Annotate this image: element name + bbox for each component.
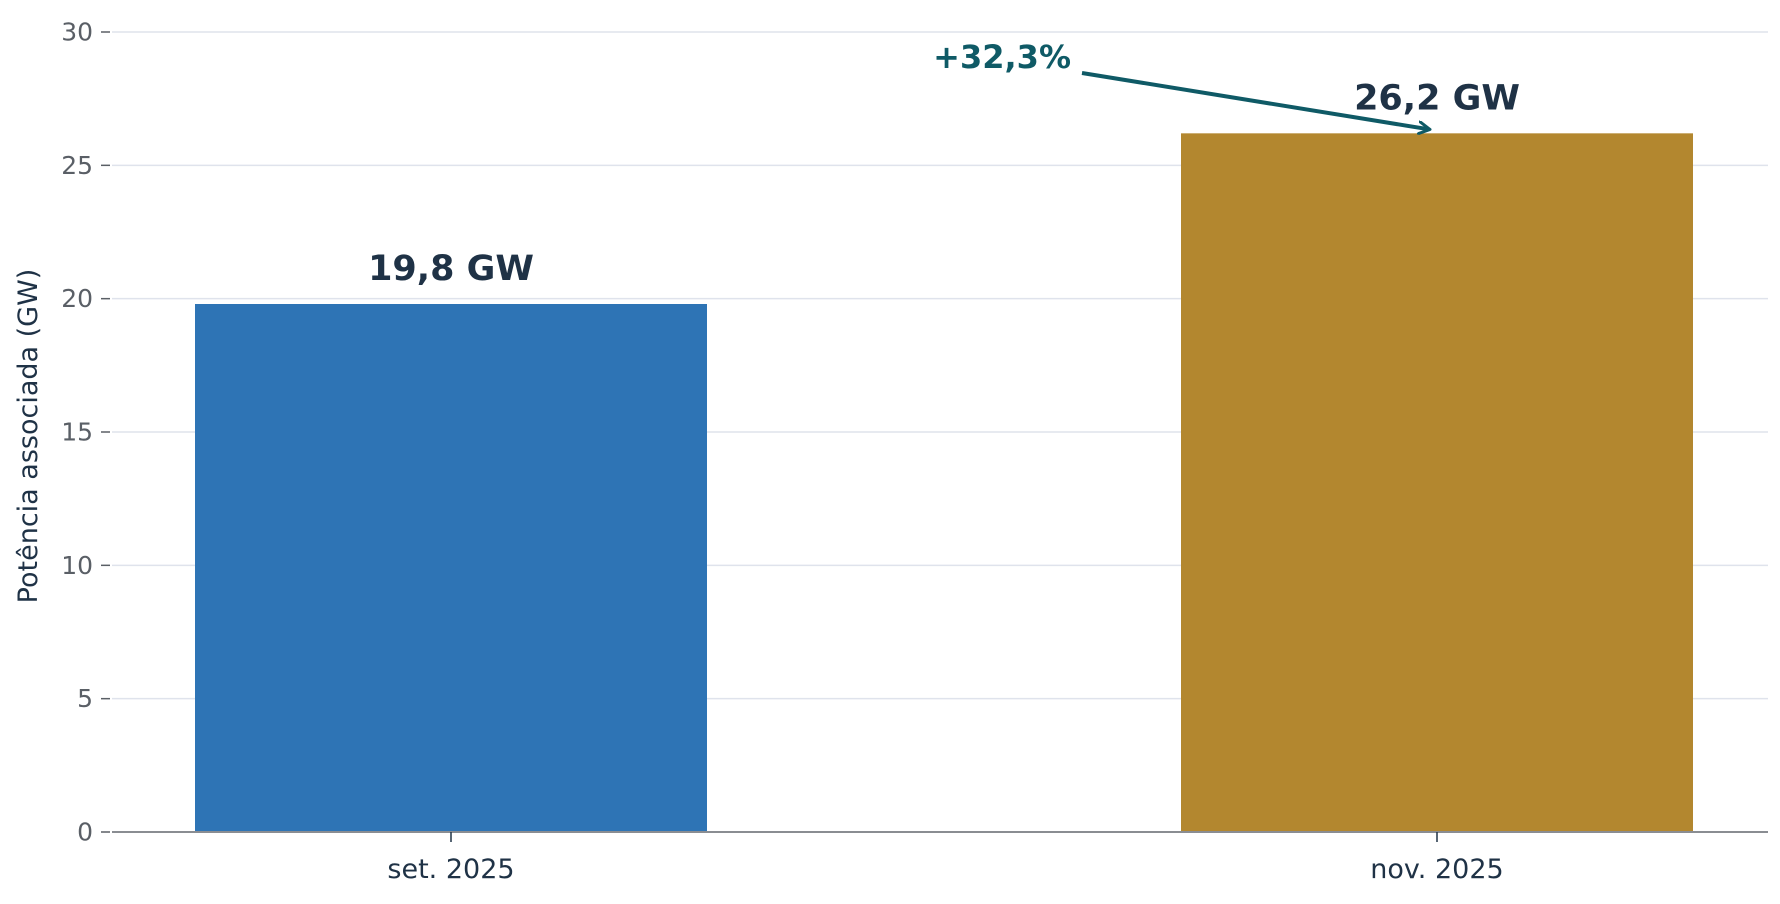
data-label: 19,8 GW	[368, 249, 534, 289]
y-tick-label: 0	[77, 818, 93, 847]
annotation-arrow	[1081, 71, 1429, 129]
x-tick-label: set. 2025	[387, 854, 514, 885]
y-tick-label: 5	[77, 684, 93, 713]
y-tick-label: 30	[61, 18, 93, 47]
y-axis-label: Potência associada (GW)	[13, 269, 44, 604]
axes: 0 5 10 15 20 25 30 set. 2025 nov. 2025 Potência a…	[13, 18, 1768, 885]
bar-set-2025	[195, 304, 707, 832]
data-labels: 19,8 GW 26,2 GW	[368, 78, 1520, 289]
y-tick-label: 10	[61, 551, 93, 580]
bar-nov-2025	[1181, 133, 1693, 833]
annotation-label: +32,3%	[933, 38, 1071, 76]
annotation: +32,3%	[933, 38, 1429, 129]
x-tick-label: nov. 2025	[1370, 854, 1503, 885]
y-tick-label: 25	[61, 151, 93, 180]
y-tick-label: 15	[61, 418, 93, 447]
bars	[195, 133, 1693, 833]
y-tick-label: 20	[61, 284, 93, 313]
data-label: 26,2 GW	[1354, 78, 1520, 118]
